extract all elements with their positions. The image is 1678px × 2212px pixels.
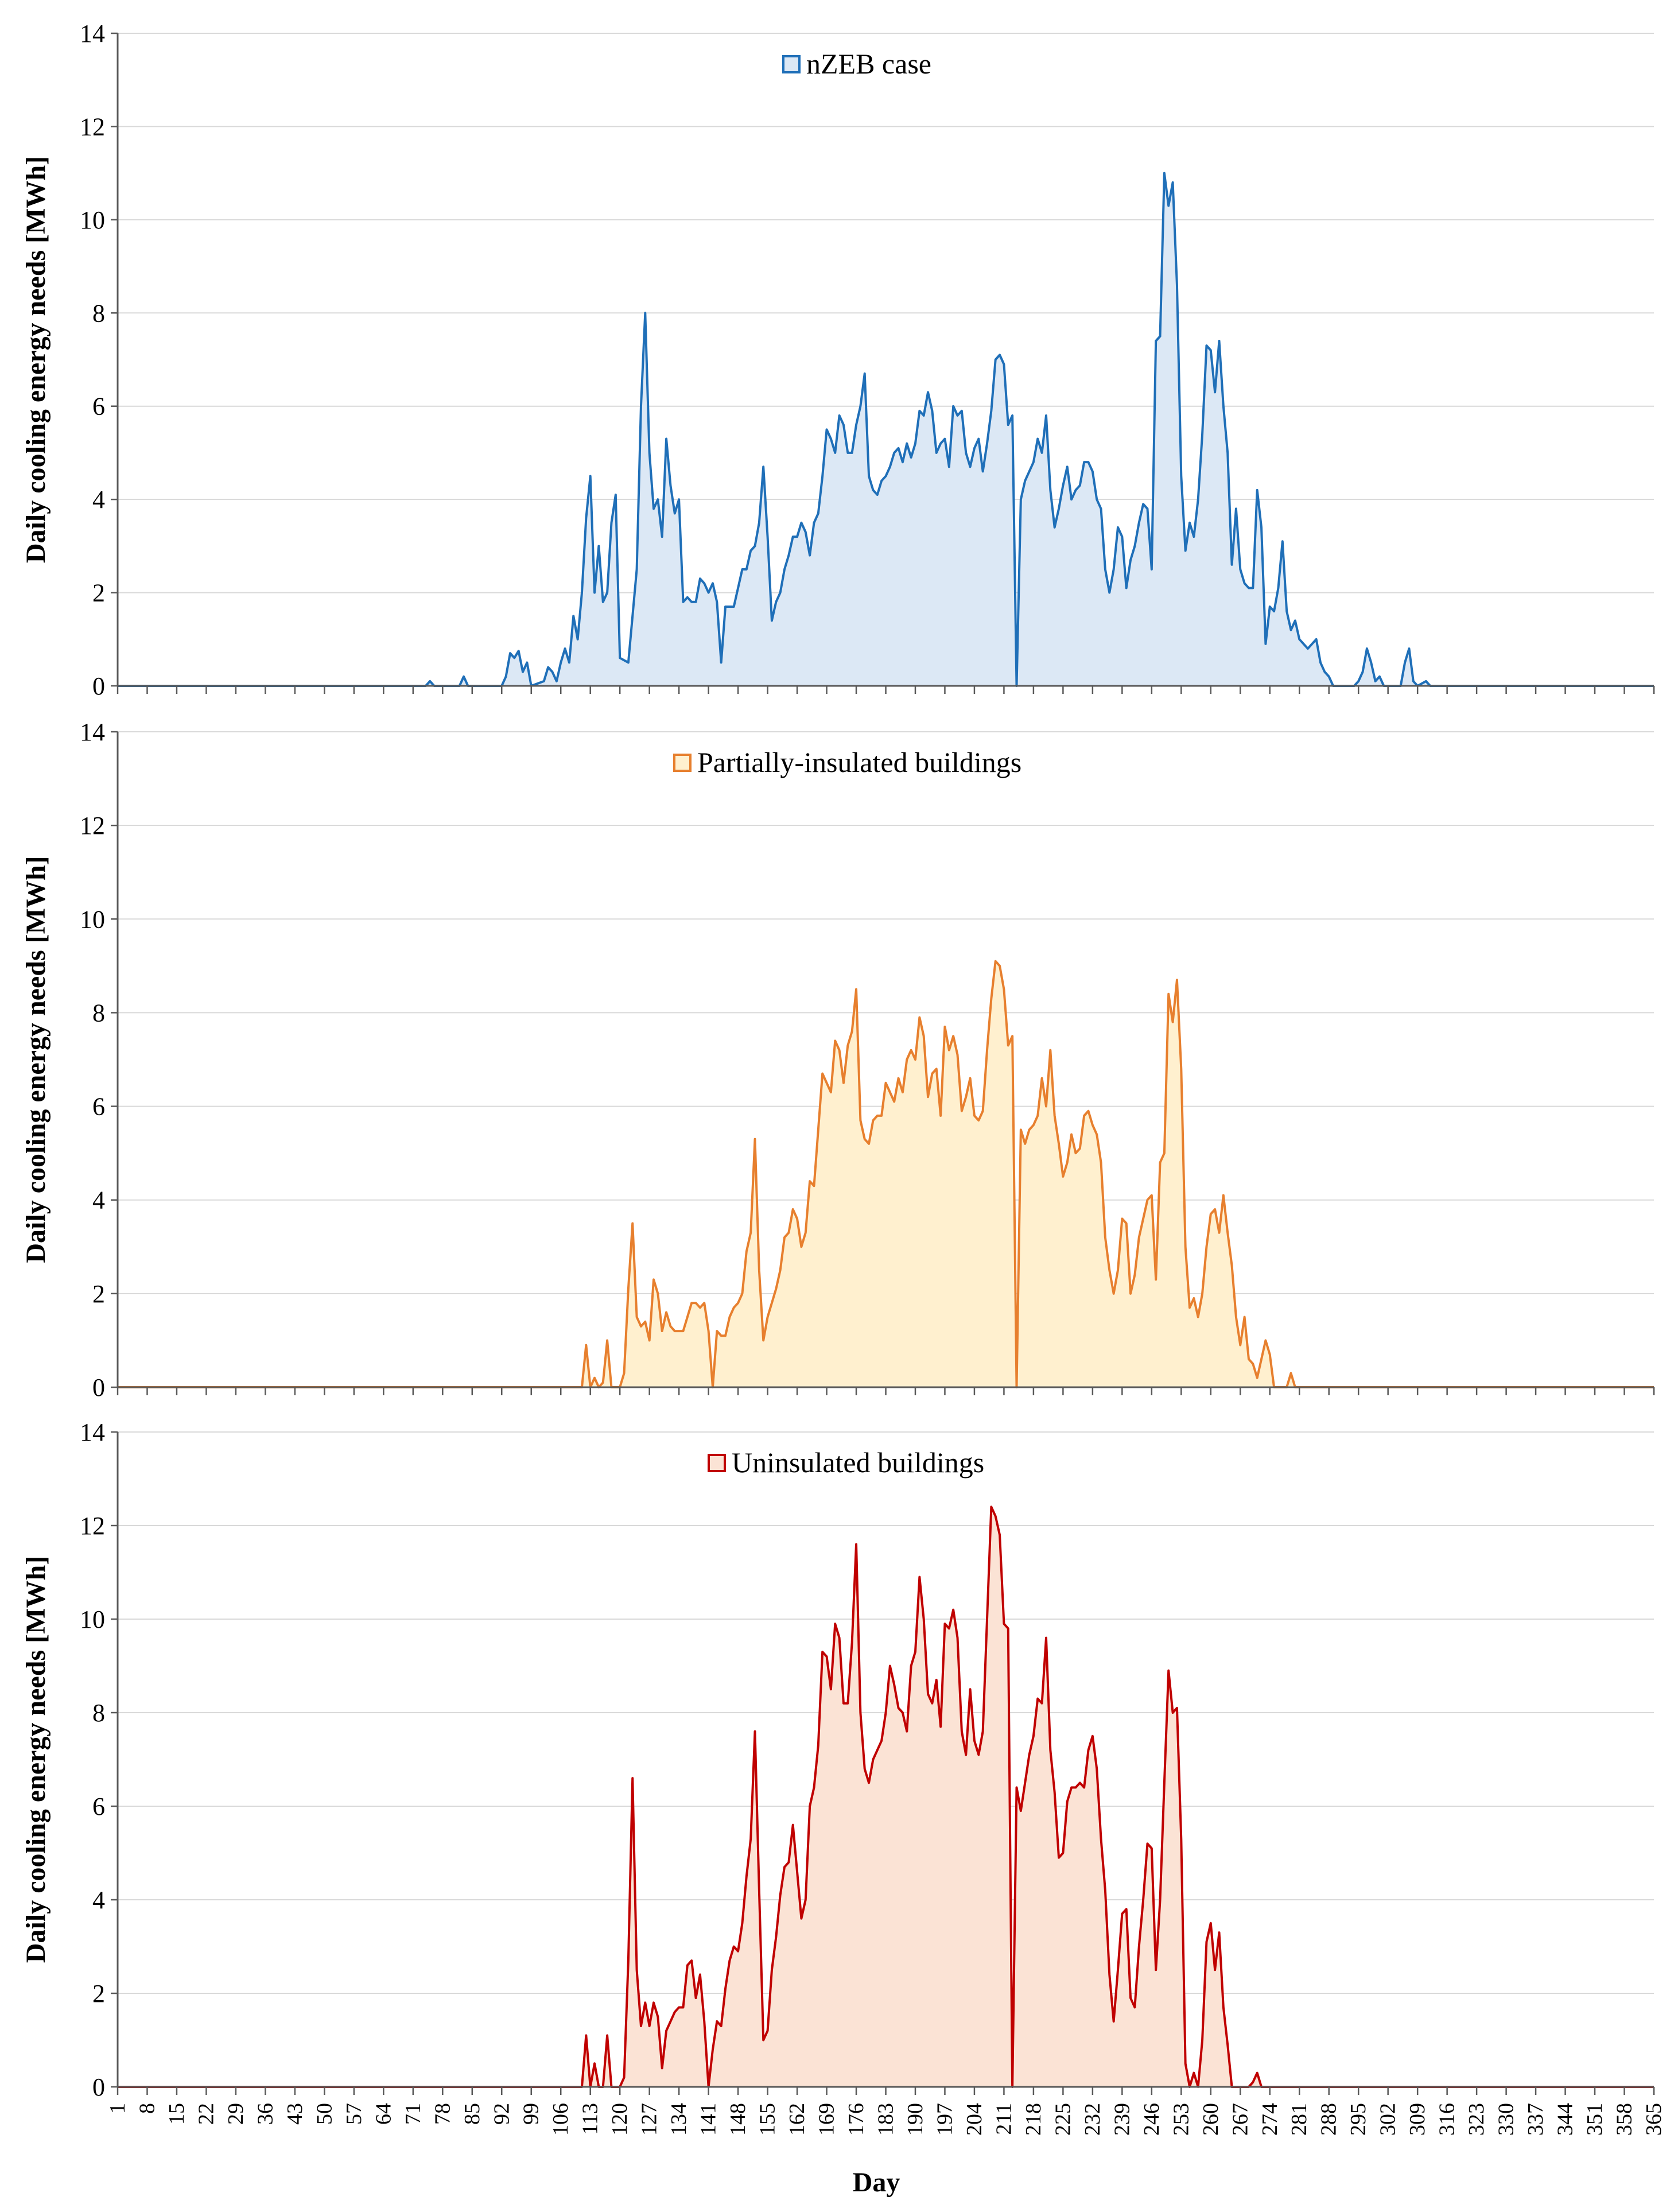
y-tick-label: 0 [92,1373,105,1402]
x-tick-label: 8 [135,2103,159,2114]
x-tick-label: 169 [815,2103,839,2136]
legend-swatch [782,55,801,73]
y-tick-label: 8 [92,999,105,1027]
series-area [118,173,1654,686]
y-tick-label: 4 [92,1186,105,1214]
y-tick-label: 2 [92,1980,105,2008]
x-tick-label: 204 [962,2103,986,2136]
x-tick-label: 43 [283,2103,307,2125]
x-tick-label: 253 [1169,2103,1193,2136]
legend-label: nZEB case [806,48,931,80]
y-tick-label: 2 [92,579,105,607]
x-tick-label: 365 [1642,2103,1666,2136]
x-tick-label: 197 [933,2103,957,2136]
x-tick-label: 246 [1140,2103,1164,2136]
y-tick-label: 4 [92,1886,105,1914]
x-tick-label: 22 [194,2103,218,2125]
x-tick-label: 92 [490,2103,514,2125]
y-tick-label: 10 [80,206,105,234]
legend-swatch [673,754,692,772]
y-tick-label: 0 [92,2073,105,2101]
x-tick-label: 281 [1287,2103,1311,2136]
x-tick-label: 29 [224,2103,248,2125]
y-tick-label: 10 [80,905,105,933]
legend-label: Partially-insulated buildings [697,746,1021,778]
y-tick-label: 2 [92,1280,105,1308]
x-tick-label: 218 [1021,2103,1046,2136]
x-tick-label: 183 [874,2103,898,2136]
y-tick-label: 6 [92,1792,105,1821]
y-tick-label: 14 [80,718,105,746]
x-tick-label: 239 [1110,2103,1134,2136]
x-tick-label: 302 [1376,2103,1400,2136]
x-tick-label: 260 [1199,2103,1223,2136]
x-tick-label: 316 [1435,2103,1459,2136]
x-tick-label: 50 [312,2103,336,2125]
x-tick-labels: 1 8 15 22 29 36 43 50 57 64 71 78 85 92 99 106 113 120 127… [106,2103,1666,2136]
panel-nzeb: 0 2 4 6 8 10 12 14 Daily cooling energy needs [M… [21,20,1655,700]
legend-label: Uninsulated buildings [732,1446,984,1478]
x-tick-label: 211 [992,2103,1016,2135]
y-tick-label: 12 [80,1512,105,1540]
series-line [118,960,1654,1388]
x-tick-label: 267 [1228,2103,1252,2136]
x-tick-label: 176 [844,2103,868,2136]
y-tick-label: 12 [80,812,105,840]
y-tick-label: 12 [80,112,105,141]
x-tick-label: 78 [430,2103,455,2125]
x-tick-label: 57 [342,2103,366,2125]
panel-uninsulated: 0 2 4 6 8 10 12 14 Daily cooling energy needs [M… [21,1418,1655,2101]
x-tick-label: 225 [1051,2103,1075,2136]
x-tick-label: 162 [785,2103,809,2136]
x-tick-label: 127 [638,2103,662,2136]
x-tick-label: 106 [549,2103,573,2136]
x-tick-label: 64 [371,2103,395,2125]
y-tick-label: 8 [92,1699,105,1727]
y-tick-label: 6 [92,1093,105,1121]
x-tick-label: 232 [1081,2103,1105,2136]
x-tick-label: 99 [519,2103,543,2125]
y-tick-label: 14 [80,1418,105,1446]
x-tick-label: 295 [1346,2103,1370,2136]
x-tick-label: 309 [1405,2103,1430,2136]
x-tick-label: 155 [756,2103,780,2136]
y-tick-label: 4 [92,486,105,514]
y-tick-label: 10 [80,1605,105,1633]
x-tick-label: 274 [1258,2103,1282,2136]
x-tick-label: 36 [253,2103,277,2125]
x-tick-label: 344 [1553,2103,1578,2136]
x-tick-label: 1 [106,2103,130,2114]
y-tick-label: 8 [92,299,105,327]
y-axis-title: Daily cooling energy needs [MWh] [21,856,51,1263]
y-tick-label: 6 [92,393,105,421]
y-tick-label: 14 [80,20,105,48]
x-tick-label: 330 [1494,2103,1518,2136]
y-axis-title: Daily cooling energy needs [MWh] [21,1556,51,1963]
x-tick-label: 113 [578,2103,603,2135]
y-axis-title: Daily cooling energy needs [MWh] [21,156,51,563]
series-area [118,1507,1654,2087]
panel-partially-insulated: 0 2 4 6 8 10 12 14 Daily cooling energy needs [M… [21,718,1655,1402]
x-tick-label: 351 [1583,2103,1607,2136]
x-axis-title: Day [853,2167,900,2198]
series-line [118,1505,1654,2088]
legend-swatch [708,1454,726,1472]
x-tick-label: 190 [903,2103,927,2136]
x-tick-label: 141 [697,2103,721,2136]
series-line [118,172,1654,687]
x-tick-label: 85 [460,2103,484,2125]
x-tick-label: 71 [401,2103,425,2125]
x-tick-label: 337 [1524,2103,1548,2136]
series-area [118,961,1654,1387]
x-tick-label: 15 [165,2103,189,2125]
x-tick-label: 148 [726,2103,750,2136]
x-tick-label: 134 [667,2103,691,2136]
y-tick-label: 0 [92,672,105,700]
x-tick-label: 358 [1613,2103,1637,2136]
x-tick-label: 323 [1465,2103,1489,2136]
x-tick-label: 120 [608,2103,632,2136]
x-tick-label: 288 [1317,2103,1341,2136]
